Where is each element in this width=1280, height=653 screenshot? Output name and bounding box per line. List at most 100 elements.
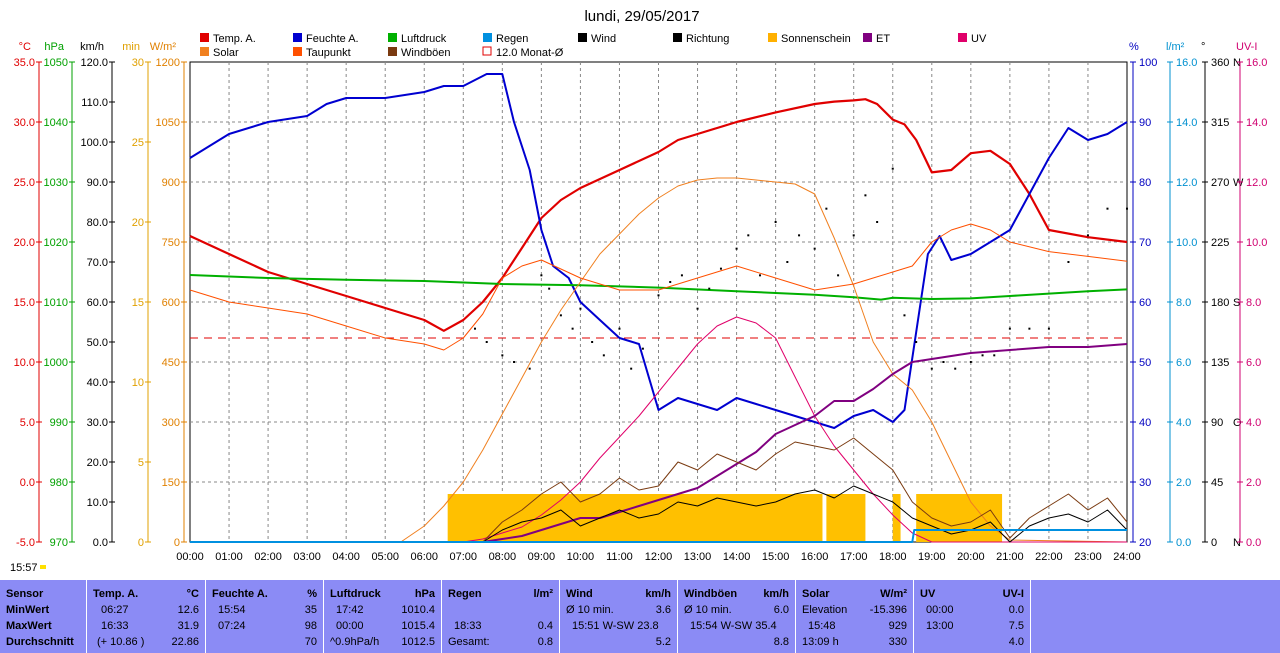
header-uv: UV: [920, 588, 936, 600]
right-axis-tick-label: 20: [1139, 537, 1151, 549]
x-tick-label: 23:00: [1074, 551, 1102, 563]
left-axis-tick-label: 25: [132, 137, 144, 149]
pres-max-value: 1015.4: [401, 620, 435, 632]
temp-max-value: 31.9: [177, 620, 199, 632]
left-axis-tick-label: 600: [162, 297, 180, 309]
series-line: [190, 529, 1127, 543]
header-pres: Luftdruck: [330, 588, 381, 600]
left-axis-tick-label: 150: [162, 477, 180, 489]
left-axis-tick-label: 70.0: [87, 257, 108, 269]
direction-point: [669, 281, 672, 283]
grid: [190, 62, 1127, 542]
wind-column: Wind km/h Ø 10 min. 3.6 15:51 W-SW 23.8 …: [560, 580, 678, 653]
direction-point: [915, 341, 918, 343]
direction-point: [1047, 327, 1050, 330]
direction-point: [657, 294, 660, 297]
left-axis-tick-label: 15: [132, 297, 144, 309]
direction-point: [891, 167, 894, 170]
x-tick-label: 24:00: [1113, 551, 1141, 563]
right-axis-unit: %: [1129, 41, 1139, 53]
direction-label: O: [1233, 417, 1242, 429]
unit-pres: hPa: [414, 588, 435, 600]
legend-label: Regen: [496, 33, 528, 45]
left-axis-tick-label: 0: [174, 537, 180, 549]
direction-point: [579, 307, 582, 310]
left-axis-tick-label: 750: [162, 237, 180, 249]
header-sensor: Sensor: [6, 588, 44, 600]
direction-point: [759, 274, 762, 277]
direction-point: [485, 341, 488, 343]
left-axis-tick-label: 20.0: [14, 237, 35, 249]
uv-max-value: 7.5: [1008, 620, 1024, 632]
right-axis-tick-label: 8.0: [1246, 297, 1261, 309]
legend: Temp. A. Solar Feuchte A. Taupunkt Luftdruck…: [200, 33, 987, 59]
left-axis-tick-label: 1030: [44, 177, 68, 189]
legend-label: Wind: [591, 33, 616, 45]
legend-swatch: [958, 33, 967, 42]
right-axis-tick-label: 6.0: [1246, 357, 1261, 369]
direction-point: [591, 341, 594, 343]
right-axis-tick-label: 225: [1211, 237, 1229, 249]
row-label-max: MaxWert: [6, 620, 52, 632]
chart-title: lundi, 29/05/2017: [584, 8, 699, 25]
unit-wind: km/h: [645, 588, 671, 600]
right-axis-tick-label: 80: [1139, 177, 1151, 189]
legend-swatch: [483, 33, 492, 42]
right-axis-tick-label: 16.0: [1176, 57, 1197, 69]
right-axis-tick-label: 2.0: [1176, 477, 1191, 489]
left-axis-tick-label: 450: [162, 357, 180, 369]
header-rain: Regen: [448, 588, 482, 600]
x-tick-label: 17:00: [840, 551, 868, 563]
x-tick-label: 14:00: [723, 551, 751, 563]
legend-label: Windböen: [401, 47, 451, 59]
right-axis-tick-label: 12.0: [1176, 177, 1197, 189]
x-axis-ticks: 00:00 01:00 02:00 03:00 04:00 05:00 06:00 07:00…: [176, 551, 1141, 563]
x-tick-label: 00:00: [176, 551, 204, 563]
right-axis-tick-label: 60: [1139, 297, 1151, 309]
direction-point: [981, 354, 984, 357]
right-axis-tick-label: 90: [1139, 117, 1151, 129]
temp-max-time: 16:33: [101, 620, 129, 632]
series-lines: [189, 73, 1128, 543]
x-tick-label: 22:00: [1035, 551, 1063, 563]
x-tick-label: 03:00: [293, 551, 321, 563]
unit-gust: km/h: [763, 588, 789, 600]
direction-point: [993, 354, 996, 357]
direction-point: [696, 307, 699, 310]
direction-point: [618, 327, 621, 330]
left-axis-tick-label: 80.0: [87, 217, 108, 229]
legend-label: Feuchte A.: [306, 33, 359, 45]
legend-swatch: [482, 46, 492, 56]
series-line: [190, 177, 1128, 543]
x-tick-label: 05:00: [371, 551, 399, 563]
direction-point: [786, 261, 789, 263]
solar-avg-value: 330: [888, 636, 907, 648]
right-axis-tick-label: 2.0: [1246, 477, 1261, 489]
solar-max-time: 15:48: [808, 620, 836, 632]
left-axis-tick-label: 120.0: [80, 57, 108, 69]
left-axis-tick-label: 30.0: [14, 117, 35, 129]
wind-avg-value: 5.2: [655, 636, 671, 648]
right-axis-tick-label: 180: [1211, 297, 1229, 309]
left-axis-tick-label: 100.0: [80, 137, 108, 149]
legend-swatch: [673, 33, 682, 42]
legend-label: Temp. A.: [213, 33, 256, 45]
sunshine-blocks: [447, 494, 1003, 542]
right-axis-unit: l/m²: [1166, 41, 1185, 53]
left-axis-tick-label: 900: [162, 177, 180, 189]
left-axis-tick-label: 90.0: [87, 177, 108, 189]
right-axis-tick-label: 40: [1139, 417, 1151, 429]
left-axis-tick-label: 1000: [44, 357, 68, 369]
left-axis-tick-label: 1050: [156, 117, 180, 129]
solar-elevation-value: -15.396: [869, 604, 907, 616]
direction-point: [719, 267, 722, 270]
direction-point: [708, 287, 711, 290]
series-line: [189, 223, 1128, 351]
direction-point: [501, 354, 504, 357]
left-axis-tick-label: 30: [132, 57, 144, 69]
wind-avg10-label: Ø 10 min.: [566, 604, 614, 616]
pres-max-time: 00:00: [336, 620, 364, 632]
left-axis-unit: km/h: [80, 41, 104, 53]
header-hum: Feuchte A.: [212, 588, 268, 600]
current-time-marker: [40, 565, 46, 569]
